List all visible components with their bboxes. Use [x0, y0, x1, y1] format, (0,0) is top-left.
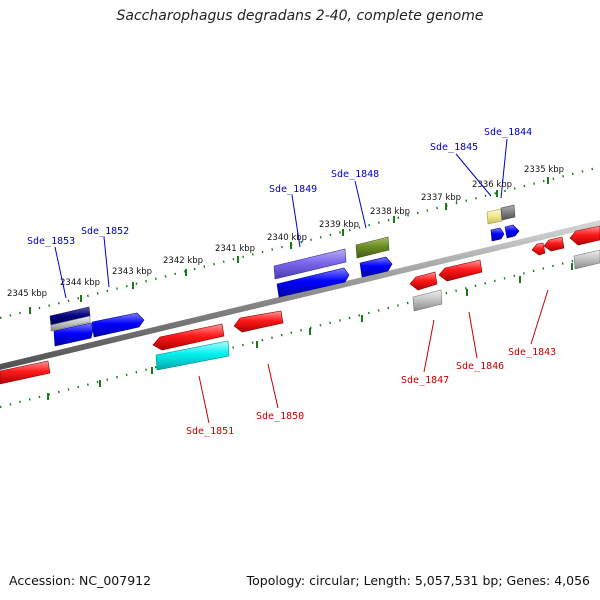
gene-label[interactable]: Sde_1851: [186, 426, 234, 437]
gene-label[interactable]: Sde_1852: [81, 226, 129, 237]
gene-label[interactable]: Sde_1844: [484, 127, 532, 138]
kbp-label: 2337 kbp: [421, 193, 461, 203]
gene-feature[interactable]: [573, 249, 600, 270]
gene-feature[interactable]: [486, 208, 503, 225]
kbp-label: 2335 kbp: [524, 165, 564, 175]
gene-feature[interactable]: [233, 310, 284, 333]
gene-feature[interactable]: [490, 227, 505, 242]
gene-feature[interactable]: [359, 256, 393, 278]
kbp-label: 2338 kbp: [370, 207, 410, 217]
genome-backbone: [0, 220, 600, 370]
gene-feature[interactable]: [409, 271, 438, 291]
gene-label[interactable]: Sde_1846: [456, 361, 504, 372]
gene-feature[interactable]: [53, 322, 94, 347]
gene-label[interactable]: Sde_1848: [331, 169, 379, 180]
reverse-inner-features: [0, 225, 600, 385]
forward-gene-labels: Sde_1853 Sde_1852 Sde_1849 Sde_1848 Sde_…: [27, 127, 532, 247]
gene-feature[interactable]: [543, 236, 565, 252]
gene-feature[interactable]: [504, 224, 520, 239]
gene-label[interactable]: Sde_1853: [27, 236, 75, 247]
gene-feature[interactable]: [500, 204, 516, 221]
kbp-label: 2336 kbp: [472, 180, 512, 190]
accession-text: Accession: NC_007912: [9, 573, 152, 588]
kbp-label: 2344 kbp: [60, 278, 100, 288]
forward-inner-features: [53, 224, 520, 347]
gene-label[interactable]: Sde_1849: [269, 184, 317, 195]
gene-label[interactable]: Sde_1850: [256, 411, 304, 422]
gene-label[interactable]: Sde_1843: [508, 347, 556, 358]
forward-outer-features: [49, 204, 516, 332]
kbp-labels: 2345 kbp 2344 kbp 2343 kbp 2342 kbp 2341…: [7, 165, 564, 299]
reverse-leader-lines: [198, 289, 549, 424]
reverse-outer-features: [155, 249, 600, 371]
gene-label[interactable]: Sde_1847: [401, 375, 449, 386]
kbp-label: 2343 kbp: [112, 267, 152, 277]
gene-feature[interactable]: [273, 248, 347, 280]
gene-feature[interactable]: [569, 225, 600, 246]
gene-label[interactable]: Sde_1845: [430, 142, 478, 153]
genome-summary-text: Topology: circular; Length: 5,057,531 bp…: [246, 573, 590, 588]
gene-feature[interactable]: [355, 236, 390, 259]
gene-feature[interactable]: [531, 242, 546, 256]
kbp-label: 2345 kbp: [7, 289, 47, 299]
gene-feature[interactable]: [91, 312, 145, 338]
kbp-label: 2340 kbp: [267, 233, 307, 243]
kbp-label: 2342 kbp: [163, 256, 203, 266]
gene-feature[interactable]: [412, 289, 443, 312]
kbp-label: 2339 kbp: [319, 220, 359, 230]
reverse-gene-labels: Sde_1851 Sde_1850 Sde_1847 Sde_1846 Sde_…: [186, 347, 556, 437]
gene-feature[interactable]: [152, 323, 225, 351]
gene-feature[interactable]: [276, 267, 350, 298]
forward-leader-lines: [54, 138, 508, 299]
kbp-label: 2341 kbp: [215, 244, 255, 254]
gene-feature[interactable]: [50, 315, 91, 332]
map-title: Saccharophagus degradans 2-40, complete …: [116, 8, 484, 24]
gene-feature[interactable]: [0, 360, 51, 385]
forward-major-ticks: [29, 177, 549, 314]
gene-feature[interactable]: [438, 259, 483, 282]
gene-feature[interactable]: [155, 340, 230, 371]
